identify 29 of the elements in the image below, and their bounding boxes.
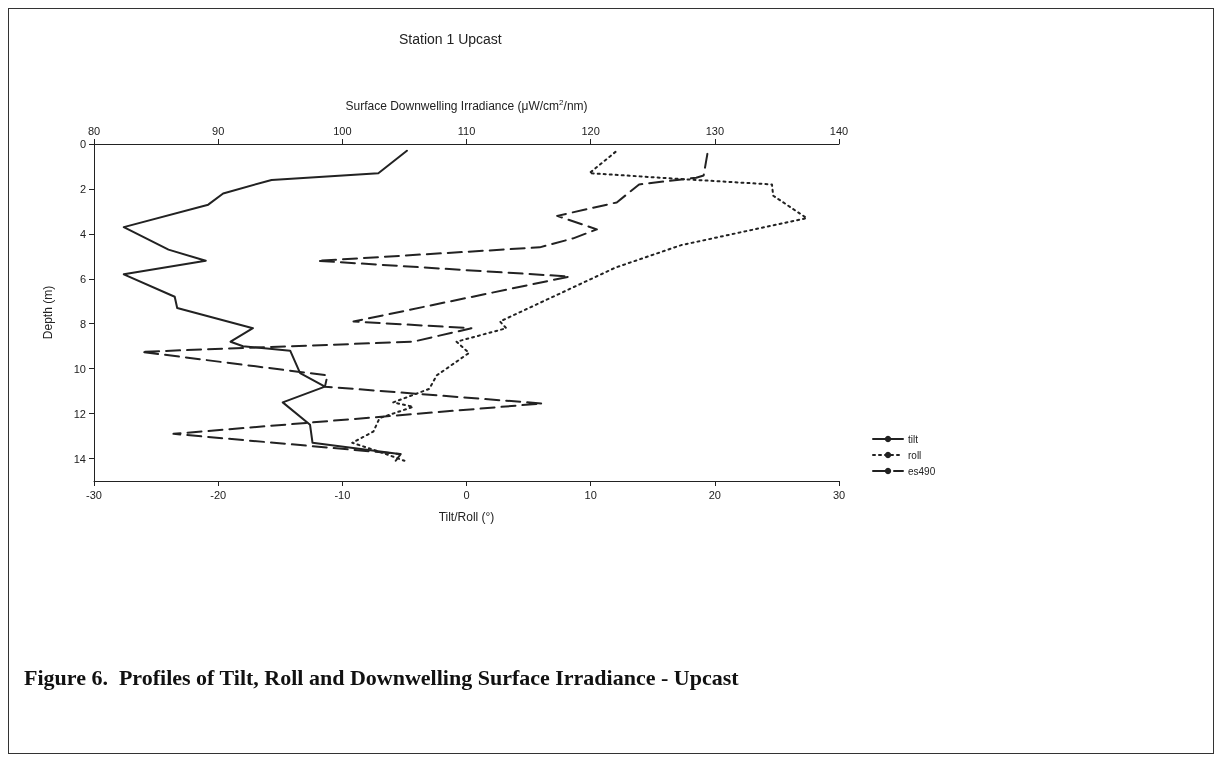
x2-tick-label: 90 [212,124,225,137]
x-tick-label: -10 [334,488,351,501]
caption: Figure 6. Profiles of Tilt, Roll and Downwelling Surface Irradiance - Upcast [24,664,740,690]
x-tick-label: -20 [210,488,227,501]
y-tick-label: 14 [73,452,86,465]
y-tick-label: 10 [73,362,86,375]
x2-tick-label: 110 [457,124,476,137]
x2-tick-label: 130 [705,124,725,137]
y-axis-title: Depth (m) [41,285,55,340]
y-tick-label: 6 [79,272,86,285]
x-tick-label: 10 [584,488,597,501]
x-tick-label: 30 [832,488,846,501]
y-tick-label: 8 [79,317,86,330]
x-tick-label: -30 [86,488,102,501]
y-tick-label: 0 [79,138,86,150]
x2-tick-label: 120 [581,124,600,137]
chart-title: Station 1 Upcast [399,31,502,47]
legend-label: es490 [908,465,936,477]
x-tick-label: 20 [708,488,721,501]
y-tick-label: 2 [79,182,86,195]
legend-label: tilt [908,433,919,445]
y-tick-label: 4 [79,227,86,240]
legend-label: roll [908,449,922,461]
x2-tick-label: 80 [87,124,101,137]
x-tick-label: 0 [463,488,470,501]
x-axis-title: Tilt/Roll (°) [438,510,495,524]
x2-tick-label: 140 [829,124,849,137]
y-tick-label: 12 [73,407,86,420]
x2-tick-label: 100 [333,124,352,137]
